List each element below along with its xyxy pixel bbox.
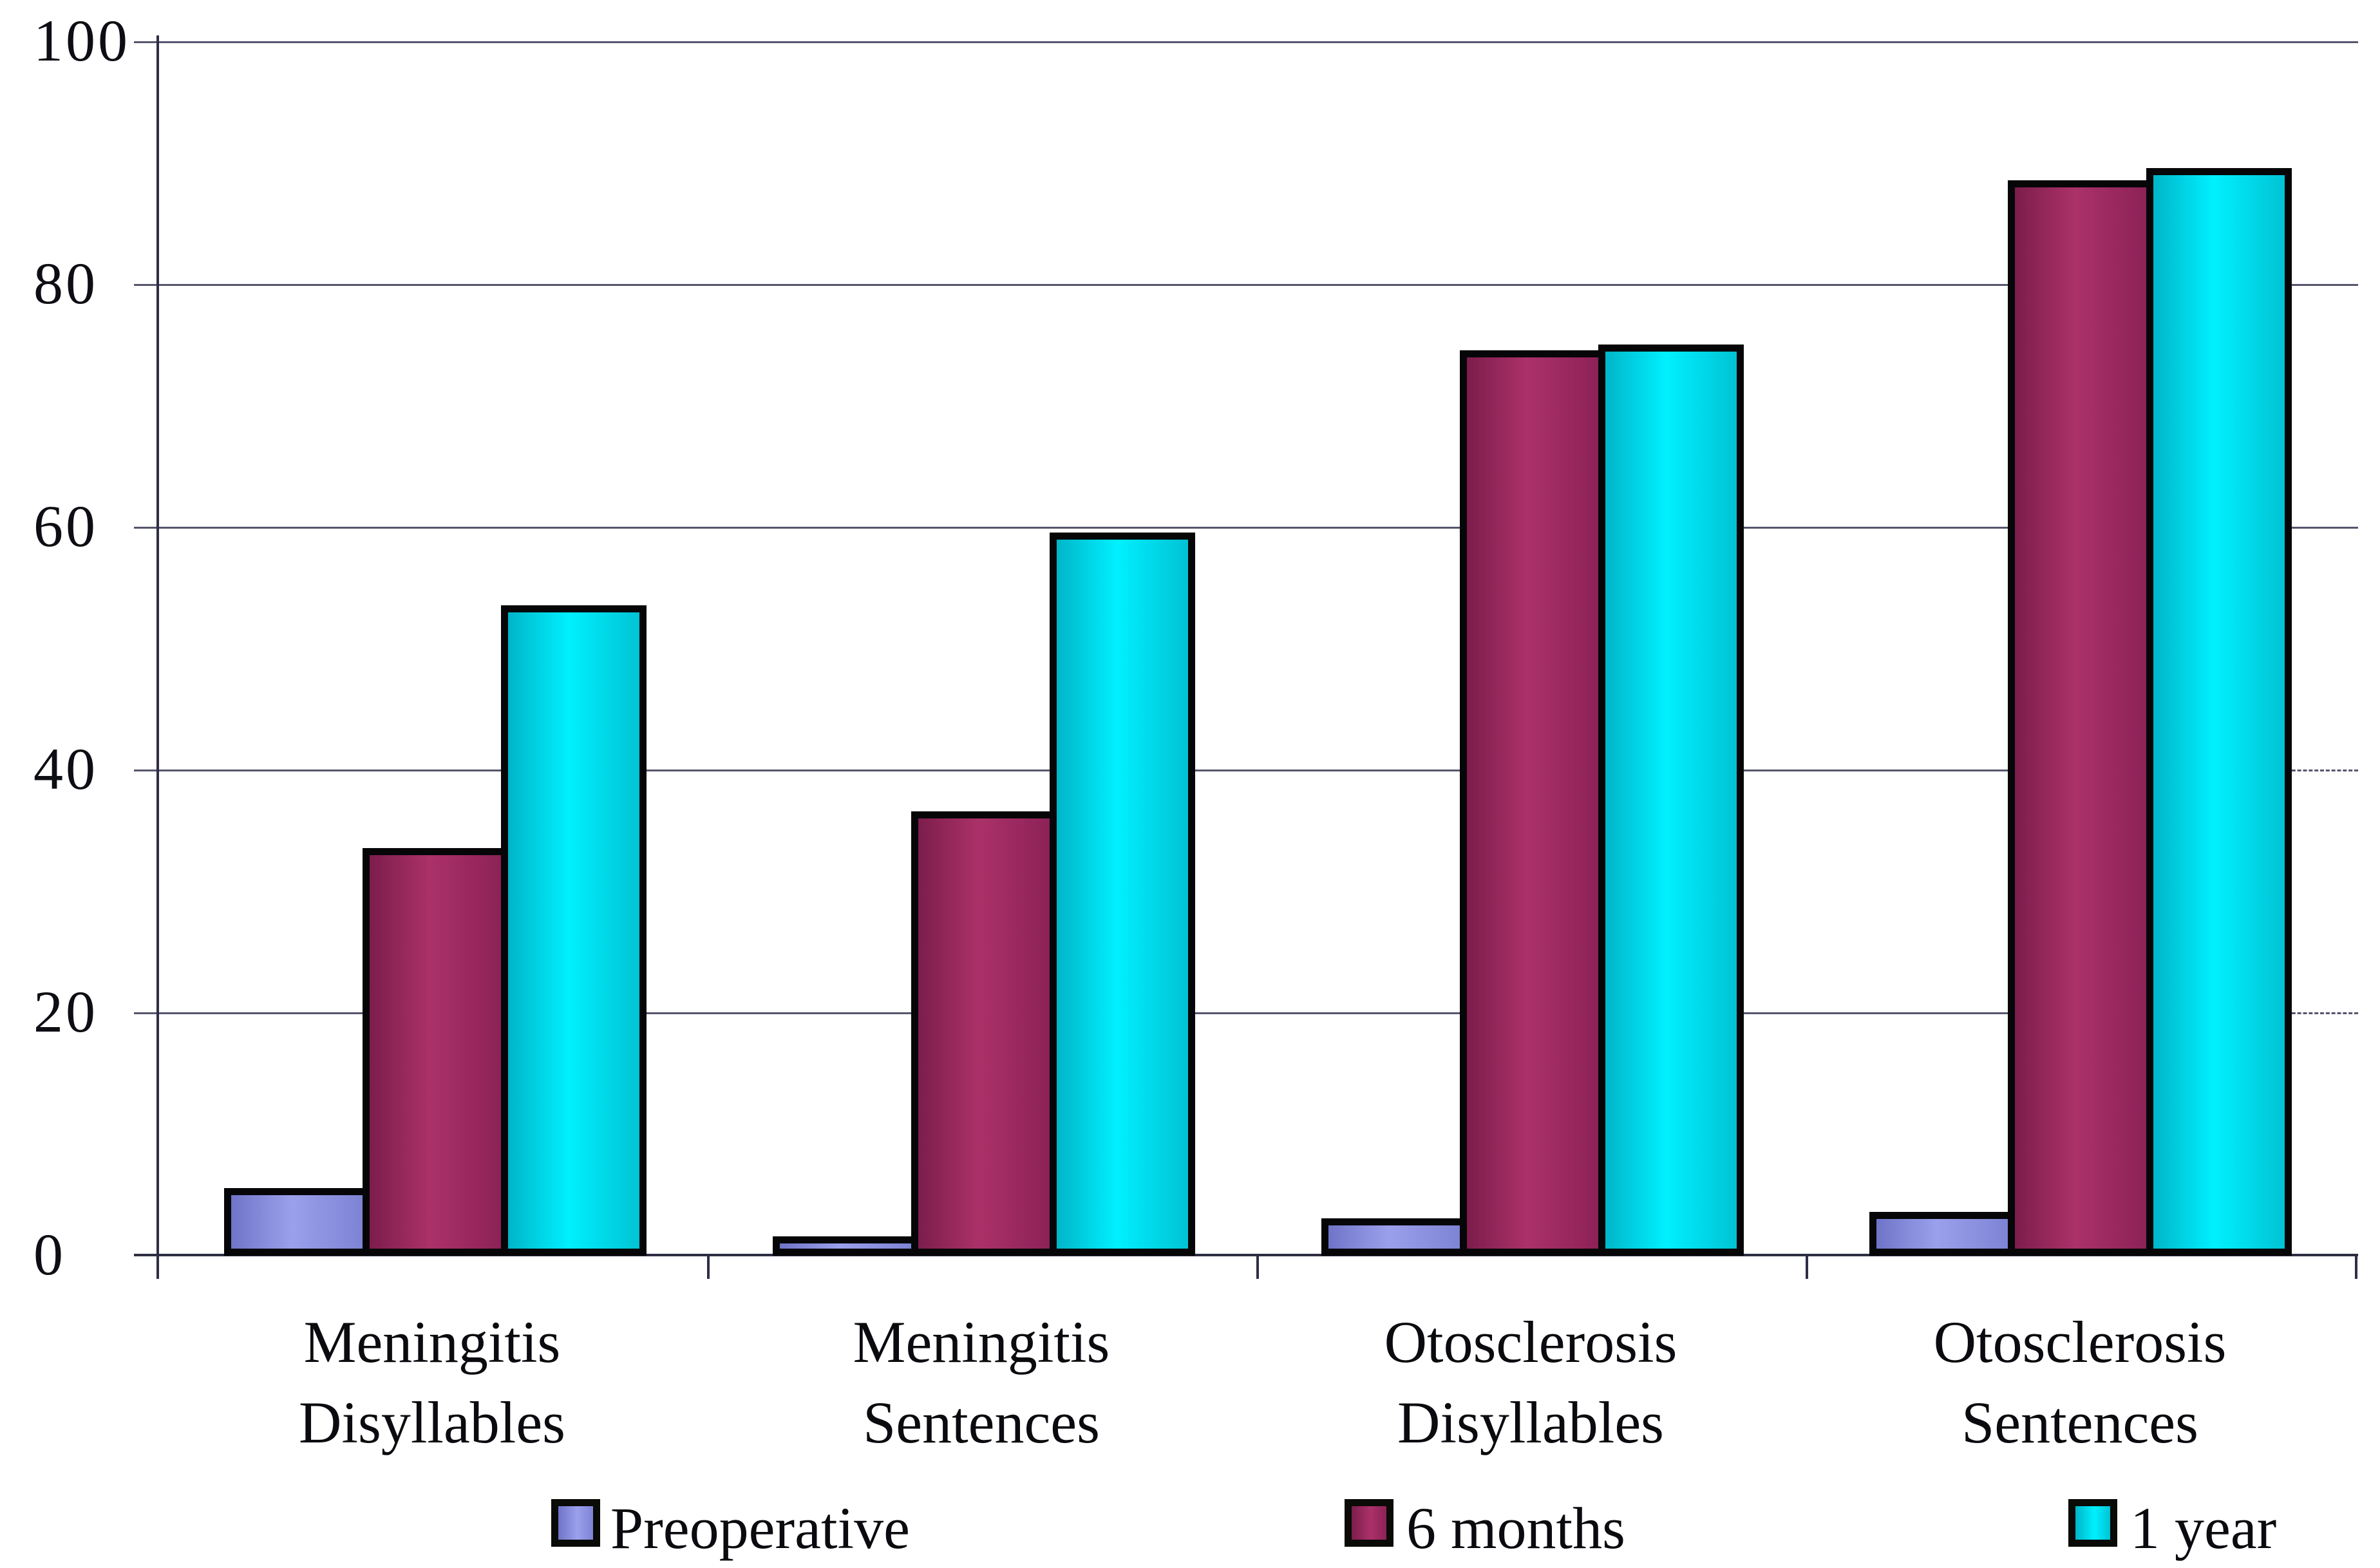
bar-preoperative-otosclerosis-disyllables	[1321, 1218, 1467, 1256]
legend-swatch-preoperative	[551, 1499, 600, 1547]
category-boundary-tick-2	[1256, 1256, 1259, 1279]
y-tick-label-0: 0	[33, 1222, 66, 1287]
legend-swatch-6-months	[1345, 1499, 1393, 1547]
category-label-meningitis-sentences: Meningitis Sentences	[853, 1302, 1110, 1463]
category-label-line: Meningitis	[853, 1309, 1110, 1375]
category-boundary-tick-3	[1806, 1256, 1808, 1279]
category-label-line: Otosclerosis	[1933, 1309, 2227, 1375]
y-tick-label-80: 80	[33, 250, 98, 316]
gridline-80	[134, 284, 2358, 286]
legend-label-1-year: 1 year	[2130, 1495, 2277, 1561]
bar-6-months-meningitis-sentences	[911, 811, 1057, 1256]
gridline-100	[134, 41, 2358, 43]
category-label-line: Meningitis	[303, 1309, 561, 1375]
category-label-line: Sentences	[1961, 1390, 2198, 1455]
category-label-line: Otosclerosis	[1384, 1309, 1677, 1375]
y-tick-label-60: 60	[33, 493, 98, 559]
category-boundary-tick-4	[2355, 1256, 2357, 1279]
x-axis-line	[134, 1254, 2358, 1256]
gridline-dashed-20	[2286, 1012, 2358, 1014]
category-boundary-tick-1	[707, 1256, 710, 1279]
bar-6-months-otosclerosis-sentences	[2008, 180, 2153, 1256]
y-tick-label-20: 20	[33, 979, 98, 1044]
y-axis-line	[156, 35, 159, 1279]
category-label-otosclerosis-sentences: Otosclerosis Sentences	[1934, 1302, 2227, 1463]
category-label-line: Disyllables	[1397, 1390, 1664, 1455]
bar-preoperative-otosclerosis-sentences	[1869, 1212, 2015, 1256]
bar-6-months-meningitis-disyllables	[363, 848, 508, 1256]
legend-label-preoperative: Preoperative	[610, 1495, 910, 1561]
category-label-line: Sentences	[863, 1390, 1100, 1455]
category-label-otosclerosis-disyllables: Otosclerosis Disyllables	[1384, 1302, 1677, 1463]
bar-6-months-otosclerosis-disyllables	[1460, 350, 1605, 1256]
gridline-20	[134, 1012, 2286, 1014]
gridline-60	[134, 527, 2358, 529]
category-boundary-tick-0	[156, 1256, 159, 1279]
legend-label-6-months: 6 months	[1406, 1495, 1625, 1561]
y-tick-label-100: 100	[33, 8, 130, 73]
bar-1-year-otosclerosis-sentences	[2146, 168, 2292, 1256]
y-tick-label-40: 40	[33, 736, 98, 802]
bar-1-year-otosclerosis-disyllables	[1598, 345, 1744, 1256]
bar-preoperative-meningitis-disyllables	[224, 1188, 370, 1256]
bar-1-year-meningitis-disyllables	[501, 605, 647, 1256]
bar-1-year-meningitis-sentences	[1050, 533, 1195, 1256]
bar-preoperative-meningitis-sentences	[773, 1236, 918, 1256]
gridline-40	[134, 770, 2286, 771]
category-label-meningitis-disyllables: Meningitis Disyllables	[299, 1302, 565, 1463]
gridline-dashed-40	[2286, 770, 2358, 771]
legend-swatch-1-year	[2068, 1499, 2117, 1547]
category-label-line: Disyllables	[299, 1390, 565, 1455]
